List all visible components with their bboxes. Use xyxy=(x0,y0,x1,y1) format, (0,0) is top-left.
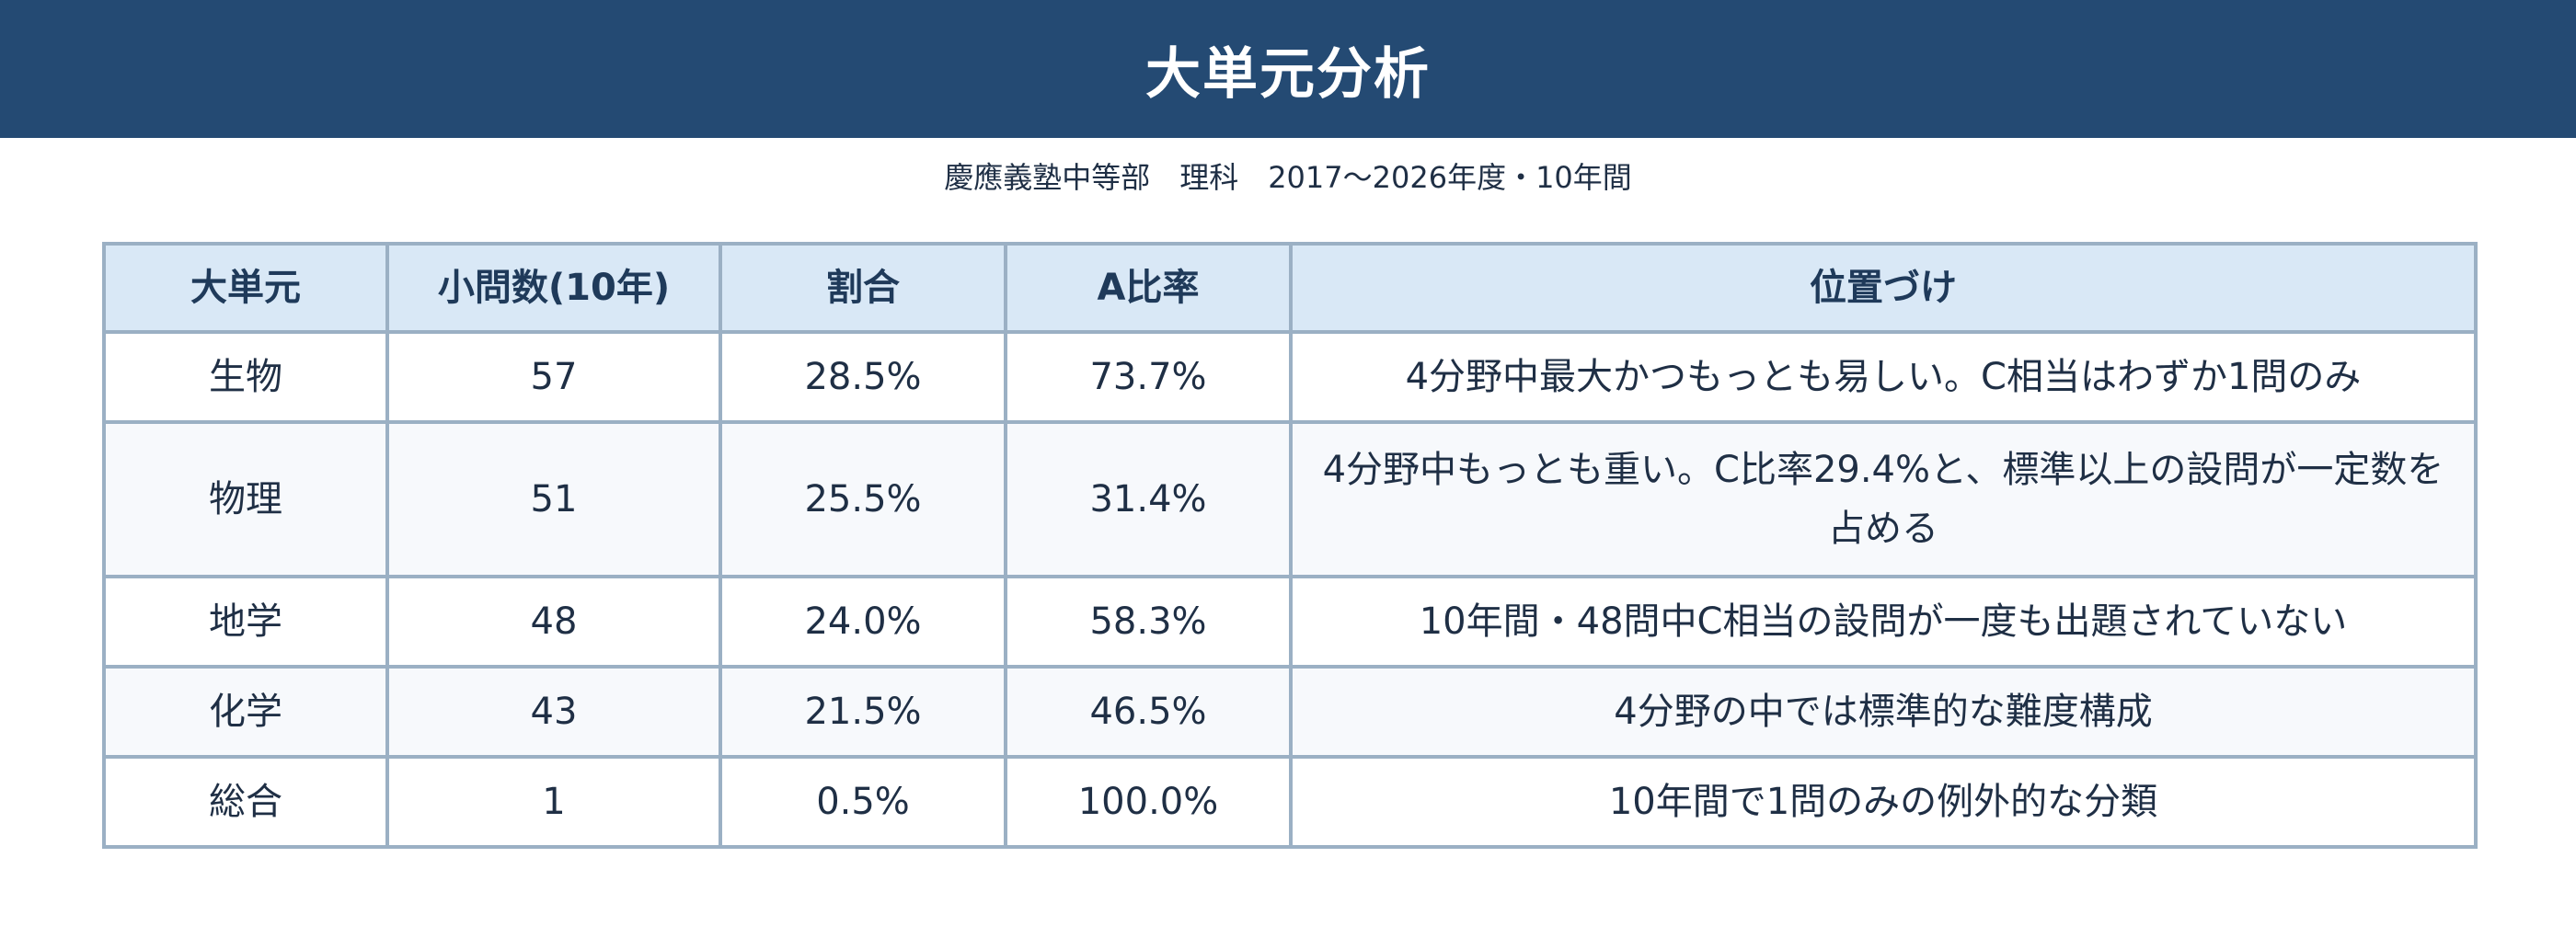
cell-a-ratio: 58.3% xyxy=(1004,575,1293,669)
cell-position: 10年間・48問中C相当の設問が一度も出題されていない xyxy=(1289,575,2478,669)
cell-ratio: 0.5% xyxy=(719,755,1007,849)
cell-a-ratio: 46.5% xyxy=(1004,665,1293,759)
page-header: 大単元分析 xyxy=(0,0,2576,138)
table-row: 地学 48 24.0% 58.3% 10年間・48問中C相当の設問が一度も出題さ… xyxy=(102,575,2478,669)
column-header-unit: 大単元 xyxy=(102,242,389,334)
table-row: 総合 1 0.5% 100.0% 10年間で1問のみの例外的な分類 xyxy=(102,755,2478,849)
table-row: 化学 43 21.5% 46.5% 4分野の中では標準的な難度構成 xyxy=(102,665,2478,759)
cell-ratio: 28.5% xyxy=(719,330,1007,424)
cell-unit: 物理 xyxy=(102,420,389,578)
table-header-row: 大単元 小問数(10年) 割合 A比率 位置づけ xyxy=(102,242,2478,334)
cell-count: 1 xyxy=(385,755,722,849)
page-subtitle: 慶應義塾中等部 理科 2017〜2026年度・10年間 xyxy=(944,160,1632,195)
table-row: 物理 51 25.5% 31.4% 4分野中もっとも重い。C比率29.4%と、標… xyxy=(102,420,2478,578)
cell-count: 43 xyxy=(385,665,722,759)
column-header-a-ratio: A比率 xyxy=(1004,242,1293,334)
cell-position: 4分野中最大かつもっとも易しい。C相当はわずか1問のみ xyxy=(1289,330,2478,424)
cell-position: 4分野の中では標準的な難度構成 xyxy=(1289,665,2478,759)
cell-position: 10年間で1問のみの例外的な分類 xyxy=(1289,755,2478,849)
cell-a-ratio: 31.4% xyxy=(1004,420,1293,578)
cell-count: 48 xyxy=(385,575,722,669)
table-row: 生物 57 28.5% 73.7% 4分野中最大かつもっとも易しい。C相当はわず… xyxy=(102,330,2478,424)
cell-ratio: 21.5% xyxy=(719,665,1007,759)
column-header-count: 小問数(10年) xyxy=(385,242,722,334)
cell-count: 51 xyxy=(385,420,722,578)
cell-unit: 化学 xyxy=(102,665,389,759)
cell-a-ratio: 100.0% xyxy=(1004,755,1293,849)
column-header-position: 位置づけ xyxy=(1289,242,2478,334)
cell-position: 4分野中もっとも重い。C比率29.4%と、標準以上の設問が一定数を占める xyxy=(1289,420,2478,578)
column-header-ratio: 割合 xyxy=(719,242,1007,334)
cell-ratio: 25.5% xyxy=(719,420,1007,578)
cell-a-ratio: 73.7% xyxy=(1004,330,1293,424)
unit-analysis-table: 大単元 小問数(10年) 割合 A比率 位置づけ 生物 57 28.5% 73.… xyxy=(102,242,2478,849)
cell-ratio: 24.0% xyxy=(719,575,1007,669)
cell-unit: 地学 xyxy=(102,575,389,669)
unit-analysis-table-container: 大単元 小問数(10年) 割合 A比率 位置づけ 生物 57 28.5% 73.… xyxy=(102,242,2478,849)
cell-count: 57 xyxy=(385,330,722,424)
page-title: 大単元分析 xyxy=(1145,41,1431,107)
cell-unit: 総合 xyxy=(102,755,389,849)
cell-unit: 生物 xyxy=(102,330,389,424)
